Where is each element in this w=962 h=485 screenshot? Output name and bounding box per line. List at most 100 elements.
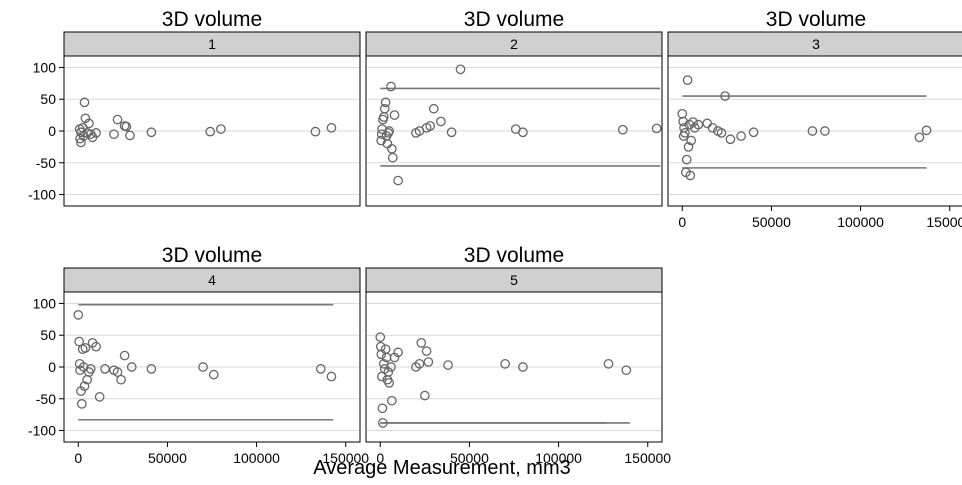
data-point <box>109 129 119 140</box>
x-tick-label: 150000 <box>322 450 369 466</box>
data-point <box>74 336 85 347</box>
data-point <box>621 365 632 376</box>
data-point <box>716 128 727 138</box>
data-point <box>425 121 436 131</box>
data-point <box>651 123 662 134</box>
data-point <box>384 126 395 136</box>
data-point <box>76 399 87 409</box>
data-point <box>78 362 89 372</box>
panel-1: 3D volume 1 100 50 0 -50 -100 <box>28 8 361 207</box>
data-point <box>79 97 90 108</box>
data-point <box>73 310 84 320</box>
panel-title: 3D volume <box>464 244 564 267</box>
data-point <box>100 364 110 374</box>
panel-title: 3D volume <box>464 8 564 31</box>
panel-title: 3D volume <box>162 244 262 267</box>
data-point <box>679 122 689 133</box>
x-tick-label: 0 <box>74 450 82 466</box>
data-point <box>603 358 614 369</box>
data-point <box>386 362 396 372</box>
x-tick-label: 100000 <box>535 450 582 466</box>
data-point <box>914 132 925 143</box>
y-tick-label: 50 <box>40 327 56 343</box>
data-point <box>820 126 830 136</box>
y-tick-label: 100 <box>33 59 57 75</box>
data-point <box>680 128 690 138</box>
panel-title: 3D volume <box>162 8 262 31</box>
data-point <box>677 108 688 119</box>
data-point <box>748 127 759 138</box>
data-point <box>326 122 337 133</box>
data-point <box>112 114 123 125</box>
data-point <box>79 381 90 391</box>
y-tick-label: 50 <box>40 91 56 107</box>
y-tick-label: -50 <box>36 391 56 407</box>
data-point <box>921 125 932 136</box>
y-tick-label: 0 <box>48 359 56 375</box>
data-point <box>428 103 439 114</box>
data-point <box>119 350 130 361</box>
data-point <box>414 358 425 369</box>
panel-title: 3D volume <box>766 8 866 31</box>
x-tick-label: 150000 <box>624 450 671 466</box>
data-point <box>421 346 432 356</box>
data-point <box>685 170 696 181</box>
data-point <box>443 360 453 370</box>
data-point <box>419 390 430 401</box>
data-point <box>310 126 321 137</box>
data-point <box>389 110 400 120</box>
data-point <box>683 142 694 152</box>
panel-3: 3D volume 3 0 50000 100000 150000 <box>667 8 962 230</box>
panel-strip <box>365 267 663 293</box>
data-point <box>383 367 394 377</box>
data-point <box>682 75 693 86</box>
x-tick-label: 100000 <box>837 214 884 230</box>
data-point <box>379 103 390 114</box>
data-point <box>91 128 101 138</box>
data-point <box>518 127 528 138</box>
panel-strip-label: 1 <box>208 36 216 52</box>
data-point <box>387 395 397 406</box>
x-tick-label: 100000 <box>233 450 280 466</box>
panel-strip <box>667 31 962 57</box>
data-point <box>126 362 137 372</box>
data-point <box>116 374 126 385</box>
x-tick-label: 50000 <box>752 214 791 230</box>
data-point <box>725 134 736 145</box>
panel-4: 3D volume 4 100 50 0 -50 -100 0 50000 100000 15000… <box>28 244 369 466</box>
data-point <box>386 81 396 92</box>
data-point <box>807 126 818 136</box>
data-point <box>384 378 395 388</box>
data-point <box>326 371 337 382</box>
data-point <box>91 341 101 352</box>
data-point <box>707 122 718 133</box>
data-point <box>112 367 123 377</box>
data-point <box>416 337 427 348</box>
data-point <box>375 341 386 352</box>
data-point <box>315 364 326 374</box>
data-point <box>85 364 96 374</box>
data-point <box>500 358 510 369</box>
data-point <box>76 137 86 148</box>
data-point <box>720 91 730 101</box>
data-point <box>125 130 135 141</box>
data-point <box>146 127 157 138</box>
x-tick-label: 0 <box>376 450 384 466</box>
data-point <box>377 403 388 414</box>
data-point <box>617 124 628 135</box>
data-point <box>375 332 386 342</box>
data-point <box>205 126 216 137</box>
data-point <box>436 116 446 127</box>
y-tick-label: -50 <box>36 155 56 171</box>
data-point <box>455 64 466 75</box>
data-point <box>146 364 157 374</box>
panel-strip-label: 5 <box>510 272 518 288</box>
data-point <box>378 418 388 428</box>
panel-strip <box>365 31 663 57</box>
panel-strip-label: 3 <box>812 36 820 52</box>
data-point <box>80 343 91 353</box>
y-tick-label: 100 <box>33 295 57 311</box>
data-point <box>446 127 457 138</box>
y-tick-label: -100 <box>28 423 56 439</box>
panel-strip-label: 4 <box>208 272 216 288</box>
